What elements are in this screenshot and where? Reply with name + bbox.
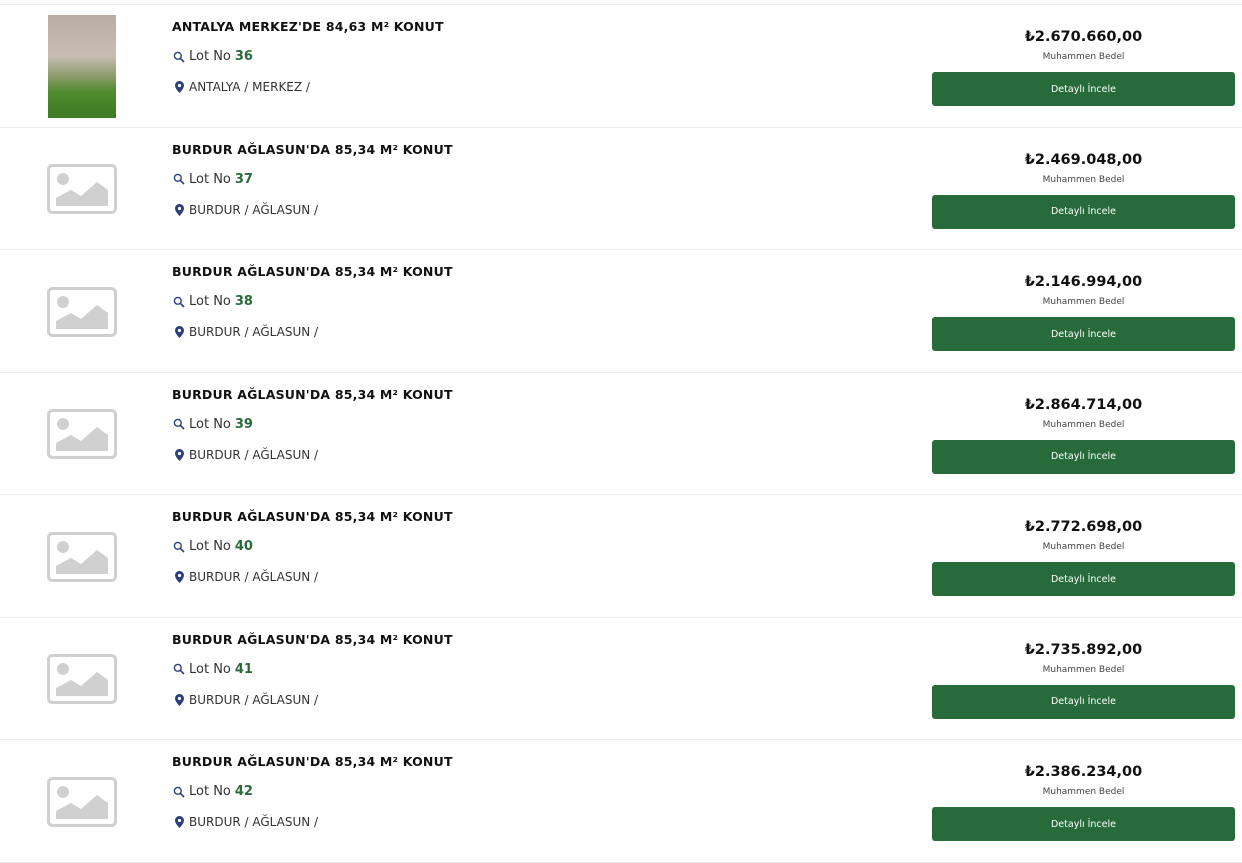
listing-title[interactable]: ANTALYA MERKEZ'DE 84,63 M² KONUT xyxy=(172,19,444,34)
image-placeholder-icon xyxy=(47,164,117,214)
location-text: BURDUR / AĞLASUN / xyxy=(189,202,319,217)
image-placeholder-icon xyxy=(47,409,117,459)
listing-thumbnail[interactable] xyxy=(47,505,117,608)
image-placeholder-icon xyxy=(47,654,117,704)
price: ₺2.735.892,00 xyxy=(1024,641,1143,658)
listing-title[interactable]: BURDUR AĞLASUN'DA 85,34 M² KONUT xyxy=(172,754,453,769)
details-button[interactable]: Detaylı İncele xyxy=(932,807,1235,841)
location: BURDUR / AĞLASUN / xyxy=(175,570,318,584)
location-text: BURDUR / AĞLASUN / xyxy=(189,447,319,462)
location: BURDUR / AĞLASUN / xyxy=(175,448,318,462)
lot-number: Lot No 40 xyxy=(173,539,253,554)
listing-thumbnail[interactable] xyxy=(47,628,117,731)
search-icon xyxy=(173,541,185,553)
details-button[interactable]: Detaylı İncele xyxy=(932,317,1235,351)
location: BURDUR / AĞLASUN / xyxy=(175,203,318,217)
map-pin-icon xyxy=(175,448,184,461)
lot-value: 41 xyxy=(234,661,253,677)
price-label: Muhammen Bedel xyxy=(1042,297,1125,307)
listing-row: BURDUR AĞLASUN'DA 85,34 M² KONUT Lot No … xyxy=(0,127,1242,250)
map-pin-icon xyxy=(175,571,184,583)
listing-thumbnail[interactable] xyxy=(47,15,117,118)
price: ₺2.772.698,00 xyxy=(1024,519,1143,535)
map-pin-icon xyxy=(175,326,184,338)
search-icon xyxy=(173,418,185,430)
lot-value: 40 xyxy=(234,539,253,554)
lot-value: 38 xyxy=(234,294,253,309)
lot-number: Lot No 39 xyxy=(173,417,253,432)
price-label: Muhammen Bedel xyxy=(1042,542,1125,552)
details-button[interactable]: Detaylı İncele xyxy=(932,439,1235,474)
location-text: BURDUR / AĞLASUN / xyxy=(189,325,319,339)
price: ₺2.864.714,00 xyxy=(1024,396,1143,413)
lot-value: 37 xyxy=(234,171,253,187)
map-pin-icon xyxy=(175,816,184,828)
map-pin-icon xyxy=(175,81,184,93)
listing-title[interactable]: BURDUR AĞLASUN'DA 85,34 M² KONUT xyxy=(172,141,453,157)
lot-value: 36 xyxy=(234,49,253,64)
listing-title[interactable]: BURDUR AĞLASUN'DA 85,34 M² KONUT xyxy=(172,509,453,524)
lot-value: 42 xyxy=(234,784,253,799)
location-text: BURDUR / AĞLASUN / xyxy=(189,570,319,584)
listing-photo xyxy=(48,15,116,118)
image-placeholder-icon xyxy=(47,776,117,827)
price-label: Muhammen Bedel xyxy=(1042,419,1125,430)
listing-row: BURDUR AĞLASUN'DA 85,34 M² KONUT Lot No … xyxy=(0,740,1242,863)
details-button[interactable]: Detaylı İncele xyxy=(932,562,1235,596)
lot-prefix: Lot No xyxy=(189,416,231,432)
price-label: Muhammen Bedel xyxy=(1042,174,1125,185)
price: ₺2.146.994,00 xyxy=(1024,274,1143,290)
price: ₺2.469.048,00 xyxy=(1024,151,1143,168)
price-label: Muhammen Bedel xyxy=(1042,52,1125,62)
map-pin-icon xyxy=(175,203,184,216)
listing-row: BURDUR AĞLASUN'DA 85,34 M² KONUT Lot No … xyxy=(0,372,1242,495)
map-pin-icon xyxy=(175,693,184,706)
search-icon xyxy=(173,51,185,63)
location: BURDUR / AĞLASUN / xyxy=(175,325,318,339)
details-button[interactable]: Detaylı İncele xyxy=(932,684,1235,719)
price: ₺2.670.660,00 xyxy=(1024,29,1143,45)
lot-prefix: Lot No xyxy=(189,661,231,677)
lot-prefix: Lot No xyxy=(189,171,231,187)
listing-title[interactable]: BURDUR AĞLASUN'DA 85,34 M² KONUT xyxy=(172,386,453,402)
listing-title[interactable]: BURDUR AĞLASUN'DA 85,34 M² KONUT xyxy=(172,264,453,279)
price-label: Muhammen Bedel xyxy=(1042,787,1125,797)
location: ANTALYA / MERKEZ / xyxy=(175,80,310,94)
listing-thumbnail[interactable] xyxy=(47,138,117,241)
location: BURDUR / AĞLASUN / xyxy=(175,693,318,707)
listing-list: ANTALYA MERKEZ'DE 84,63 M² KONUT Lot No … xyxy=(0,4,1242,863)
search-icon xyxy=(173,786,185,798)
listing-title[interactable]: BURDUR AĞLASUN'DA 85,34 M² KONUT xyxy=(172,631,453,647)
lot-number: Lot No 36 xyxy=(173,49,253,64)
location: BURDUR / AĞLASUN / xyxy=(175,815,318,829)
listing-row: BURDUR AĞLASUN'DA 85,34 M² KONUT Lot No … xyxy=(0,495,1242,618)
listing-thumbnail[interactable] xyxy=(47,750,117,853)
location-text: ANTALYA / MERKEZ / xyxy=(189,80,310,94)
details-button[interactable]: Detaylı İncele xyxy=(932,72,1235,106)
lot-prefix: Lot No xyxy=(189,784,231,799)
price: ₺2.386.234,00 xyxy=(1024,764,1143,780)
listing-thumbnail[interactable] xyxy=(47,260,117,363)
lot-prefix: Lot No xyxy=(189,49,231,64)
details-button[interactable]: Detaylı İncele xyxy=(932,194,1235,229)
listing-row: ANTALYA MERKEZ'DE 84,63 M² KONUT Lot No … xyxy=(0,5,1242,128)
lot-number: Lot No 38 xyxy=(173,294,253,309)
location-text: BURDUR / AĞLASUN / xyxy=(189,692,319,707)
lot-prefix: Lot No xyxy=(189,539,231,554)
lot-prefix: Lot No xyxy=(189,294,231,309)
location-text: BURDUR / AĞLASUN / xyxy=(189,815,319,829)
lot-value: 39 xyxy=(234,416,253,432)
lot-number: Lot No 37 xyxy=(173,172,253,187)
image-placeholder-icon xyxy=(47,286,117,337)
listing-row: BURDUR AĞLASUN'DA 85,34 M² KONUT Lot No … xyxy=(0,617,1242,740)
lot-number: Lot No 41 xyxy=(173,662,253,677)
search-icon xyxy=(173,663,185,675)
search-icon xyxy=(173,296,185,308)
lot-number: Lot No 42 xyxy=(173,784,253,799)
listing-row: BURDUR AĞLASUN'DA 85,34 M² KONUT Lot No … xyxy=(0,250,1242,373)
listing-thumbnail[interactable] xyxy=(47,383,117,486)
image-placeholder-icon xyxy=(47,531,117,582)
search-icon xyxy=(173,173,185,185)
price-label: Muhammen Bedel xyxy=(1042,664,1125,675)
